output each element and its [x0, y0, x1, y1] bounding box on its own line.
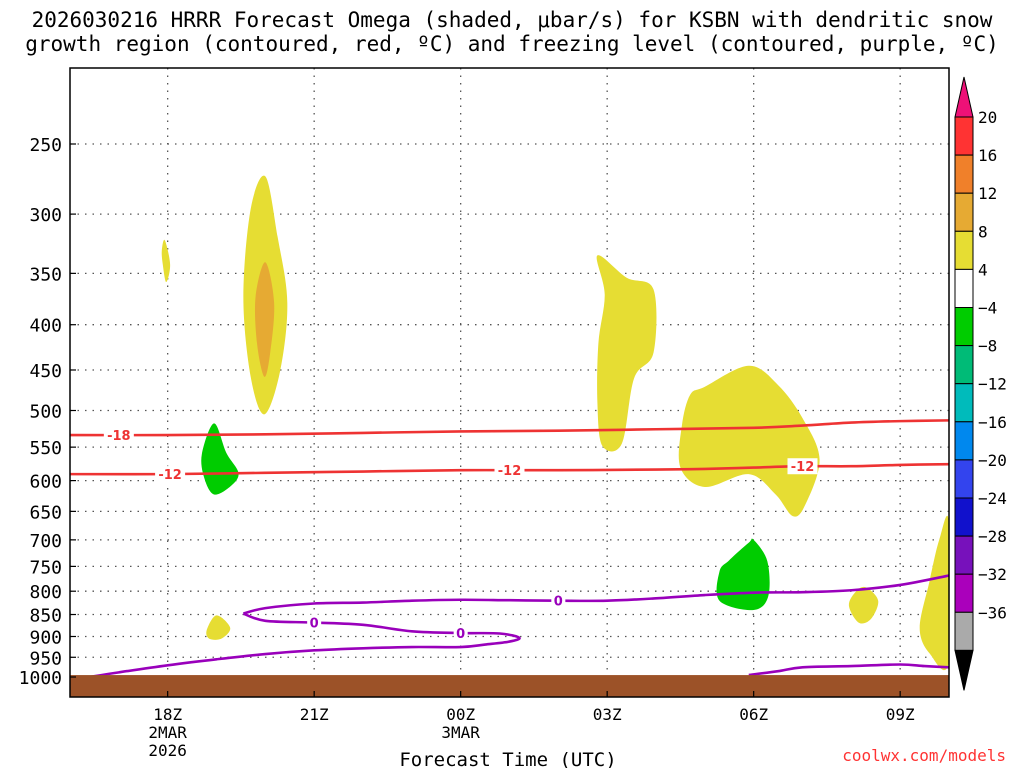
- isotherm-label-bg-0-loop-0: [307, 614, 322, 631]
- x-tick-label-06Z: 06Z: [739, 705, 768, 724]
- colorbar-label-12: −32: [978, 565, 1007, 584]
- y-tick-label-500: 500: [29, 402, 62, 423]
- colorbar-segment-10: [954, 497, 974, 537]
- colorbar-label-11: −28: [978, 527, 1007, 546]
- colorbar-label-9: −20: [978, 451, 1007, 470]
- isotherm-label-bg-0-loop-1: [453, 625, 468, 642]
- plot-frame: [69, 67, 950, 698]
- chart-title-line-1: 2026030216 HRRR Forecast Omega (shaded, …: [31, 8, 993, 32]
- y-tick-label-600: 600: [29, 472, 62, 493]
- isotherm-label-bg--12-1: [494, 462, 525, 479]
- colorbar-bottom-arrow: [954, 649, 974, 691]
- isotherm-label-0-loop-0: 0: [310, 617, 319, 632]
- y-tick-label-800: 800: [29, 582, 62, 603]
- x-tick-label-00Z: 00Z: [446, 705, 475, 724]
- colorbar-label-6: −8: [978, 337, 997, 356]
- colorbar-segment-3: [954, 230, 974, 270]
- y-tick-label-650: 650: [29, 502, 62, 523]
- x-tick-label-09Z: 09Z: [886, 705, 915, 724]
- colorbar-segment-11: [954, 535, 974, 575]
- colorbar-label-8: −16: [978, 413, 1007, 432]
- isotherm-line--18: [70, 419, 949, 437]
- omega-region-9: [919, 515, 949, 670]
- x-tick-year-18Z: 2026: [148, 741, 187, 760]
- plot-background: [70, 68, 949, 697]
- y-tick-label-750: 750: [29, 557, 62, 578]
- y-tick-label-350: 350: [29, 264, 62, 285]
- x-axis-label: Forecast Time (UTC): [399, 749, 616, 768]
- isotherm-label--12-0: -12: [158, 468, 182, 483]
- colorbar-label-2: 12: [978, 184, 997, 203]
- plot-area: [70, 68, 949, 697]
- colorbar-segment-13: [954, 611, 974, 651]
- colorbar-segment-8: [954, 421, 974, 461]
- omega-region-5: [596, 255, 657, 452]
- y-tick-label-450: 450: [29, 361, 62, 382]
- ground-fill: [70, 675, 949, 697]
- colorbar-label-13: −36: [978, 603, 1007, 622]
- colorbar-segment-7: [954, 383, 974, 423]
- x-tick-label-21Z: 21Z: [300, 705, 329, 724]
- omega-region-3: [201, 423, 239, 495]
- isotherm-label--18-0: -18: [107, 429, 131, 444]
- x-tick-sublabel-18Z: 2MAR: [148, 723, 187, 742]
- x-tick-sublabel-00Z: 3MAR: [441, 723, 480, 742]
- y-axis: 2503003504004505005506006507007508008509…: [19, 135, 76, 689]
- colorbar-segment-6: [954, 345, 974, 385]
- colorbar-label-3: 8: [978, 222, 988, 241]
- isotherm-line--12: [70, 462, 949, 476]
- isotherm-label-bg-0-upper-0: [551, 592, 566, 609]
- omega-region-6: [678, 365, 820, 517]
- y-tick-label-950: 950: [29, 648, 62, 669]
- chart-title-line-2: growth region (contoured, red, ºC) and f…: [25, 32, 999, 56]
- y-tick-label-900: 900: [29, 627, 62, 648]
- colorbar-label-1: 16: [978, 146, 997, 165]
- isotherm-label-bg--12-2: [787, 458, 818, 475]
- colorbar-label-4: 4: [978, 260, 988, 279]
- y-tick-label-300: 300: [29, 205, 62, 226]
- isotherm-label-bg--18-0: [103, 427, 134, 444]
- isotherm-contours: -18 -12 -12 -12 0 0 0: [70, 419, 949, 679]
- colorbar-label-0: 20: [978, 108, 997, 127]
- omega-region-8: [848, 586, 879, 624]
- y-tick-label-550: 550: [29, 438, 62, 459]
- y-tick-label-850: 850: [29, 606, 62, 627]
- isotherm-line-0-upper: [243, 574, 949, 615]
- plot-border: [69, 67, 950, 698]
- colorbar-segment-0: [954, 116, 974, 156]
- colorbar-segment-9: [954, 459, 974, 499]
- colorbar-label-5: −4: [978, 299, 997, 318]
- x-tick-label-03Z: 03Z: [593, 705, 622, 724]
- y-tick-label-1000: 1000: [19, 668, 62, 689]
- colorbar-label-10: −24: [978, 489, 1007, 508]
- colorbar-segment-4: [954, 268, 974, 308]
- omega-region-4: [206, 615, 231, 640]
- isotherm-label-bg--12-0: [155, 466, 186, 483]
- colorbar-label-7: −12: [978, 375, 1007, 394]
- colorbar: 20 16 12 8 4 −4 −8 −12 −16 −20 −24 −28 −32 −36: [954, 76, 1007, 691]
- credit-text: coolwx.com/models: [842, 746, 1006, 765]
- y-tick-label-400: 400: [29, 316, 62, 337]
- colorbar-top-arrow: [954, 76, 974, 118]
- omega-shading: [161, 175, 949, 670]
- isotherm-label--12-1: -12: [498, 464, 522, 479]
- y-tick-label-700: 700: [29, 531, 62, 552]
- isotherm-label-0-loop-1: 0: [456, 627, 465, 642]
- x-tick-label-18Z: 18Z: [153, 705, 182, 724]
- isotherm-label--12-2: -12: [791, 460, 815, 475]
- omega-region-2: [254, 262, 275, 377]
- isotherm-line-0-loop: [89, 612, 521, 679]
- isotherm-label-0-upper-0: 0: [554, 595, 563, 610]
- y-tick-label-250: 250: [29, 135, 62, 156]
- omega-region-0: [161, 239, 171, 283]
- colorbar-segment-2: [954, 192, 974, 232]
- colorbar-segment-1: [954, 154, 974, 194]
- colorbar-segment-12: [954, 573, 974, 613]
- colorbar-segment-5: [954, 307, 974, 347]
- ground-surface: [70, 675, 949, 697]
- isotherm-line-0-lower: [748, 663, 949, 677]
